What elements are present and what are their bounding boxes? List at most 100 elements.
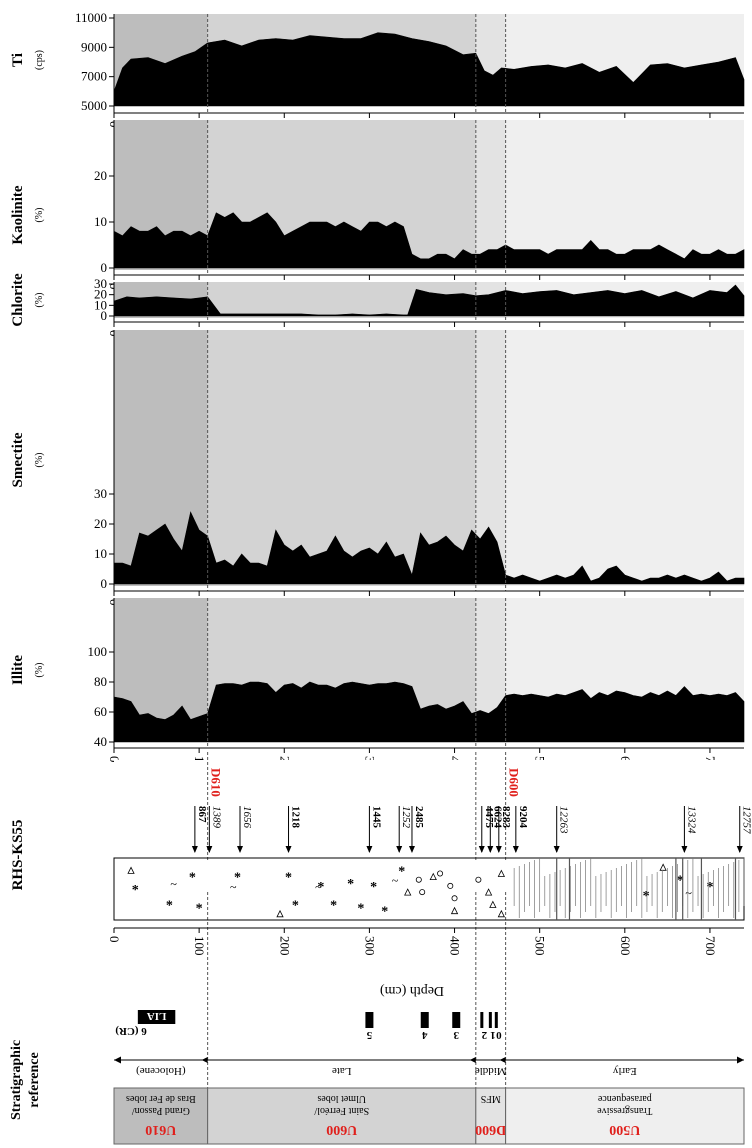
period-label: Early xyxy=(612,1065,636,1077)
core-wave-symbol: ~ xyxy=(230,880,237,894)
core-star-symbol: * xyxy=(398,864,405,879)
y-tick-label: 60 xyxy=(94,704,107,719)
core-star-symbol: * xyxy=(196,902,203,917)
date-arrowhead xyxy=(191,846,198,853)
period-label: Middle xyxy=(475,1065,507,1077)
panels-layer: 500070009000110000100200300400500600700T… xyxy=(10,10,745,776)
core-star-symbol: * xyxy=(189,871,196,886)
core-triangle-symbol xyxy=(404,888,412,896)
depth-tick-label: 700 xyxy=(703,936,718,956)
date-arrowhead xyxy=(408,846,415,853)
panel-label: Ti xyxy=(10,53,26,67)
core-triangle-symbol xyxy=(659,863,667,871)
y-tick-label: 80 xyxy=(94,674,107,689)
unit-box xyxy=(113,1087,209,1145)
date-arrowhead xyxy=(396,846,403,853)
unit-box xyxy=(475,1087,507,1145)
unit-name: U500 xyxy=(609,1122,640,1137)
depth-tick-label: 100 xyxy=(192,936,207,956)
event-bar xyxy=(365,1012,374,1028)
core-fill xyxy=(114,860,744,892)
depth-tick-label: 400 xyxy=(448,936,463,956)
y-tick-label: 10 xyxy=(94,214,107,229)
panel-unit: (%) xyxy=(34,663,45,678)
core-star-symbol: * xyxy=(166,899,173,914)
core-triangle-symbol xyxy=(484,888,493,896)
strat-label-line2: reference xyxy=(27,1052,42,1107)
y-tick-label: 10 xyxy=(94,297,107,312)
series-area xyxy=(113,32,745,107)
unit-desc-line1: Bras de Fer lobes xyxy=(126,1093,196,1104)
core-star-symbol: * xyxy=(292,899,299,914)
date-arrowhead xyxy=(366,846,373,853)
unit-name: U610 xyxy=(145,1122,176,1137)
unit-name: U600 xyxy=(326,1122,357,1137)
panel-unit: (cps) xyxy=(34,50,45,70)
date-arrowhead xyxy=(736,846,743,853)
panel-kaolinite: 010200100200300400500600700Kaolinite(%) xyxy=(10,120,745,303)
event-bar xyxy=(452,1012,461,1028)
event-number: 1 xyxy=(490,1029,496,1041)
core-triangle-symbol xyxy=(489,900,497,908)
period-label: Late xyxy=(332,1065,352,1077)
date-label: 1218 xyxy=(290,806,302,829)
core-wave-symbol: ~ xyxy=(170,877,177,891)
period-divider xyxy=(499,1057,506,1063)
core-circle-symbol xyxy=(451,895,458,902)
panel-unit: (%) xyxy=(34,293,45,308)
core-star-symbol: * xyxy=(381,905,388,920)
event-bar xyxy=(494,1012,498,1028)
core-star-symbol: * xyxy=(706,880,713,895)
core-triangle-symbol xyxy=(497,909,506,918)
date-label: 6624 xyxy=(491,806,503,829)
y-tick-label: 0 xyxy=(101,308,108,323)
date-arrowhead xyxy=(512,846,519,853)
series-area xyxy=(113,212,745,269)
core-circle-symbol xyxy=(415,876,422,883)
shade-band xyxy=(475,120,506,270)
core-circle-symbol xyxy=(437,870,444,877)
unit-name: D600 xyxy=(475,1122,506,1137)
cr-label: 6 (CR) xyxy=(115,1025,147,1037)
date-label: 2485 xyxy=(413,806,425,829)
unit-box xyxy=(505,1087,745,1145)
lia-bar xyxy=(137,1010,176,1024)
panel-unit: (%) xyxy=(34,208,45,223)
period-arrowhead xyxy=(737,1056,744,1064)
core-wave-symbol: ~ xyxy=(315,880,322,894)
event-bar xyxy=(420,1012,429,1028)
date-arrowhead xyxy=(553,846,560,853)
date-label: 1389 xyxy=(210,806,222,829)
core-star-symbol: * xyxy=(132,883,139,898)
depth-tick-label: 200 xyxy=(277,936,292,956)
panel-label: Smectite xyxy=(10,432,26,487)
y-tick-label: 20 xyxy=(94,516,107,531)
y-tick-label: 7000 xyxy=(81,69,107,84)
y-tick-label: 9000 xyxy=(81,39,107,54)
shade-band xyxy=(207,330,476,586)
core-triangle-symbol xyxy=(127,866,135,874)
core-star-symbol: * xyxy=(347,877,354,892)
panel-label: Illite xyxy=(10,655,26,685)
date-label: 4475 xyxy=(483,806,495,829)
strat-label-line1: Stratigraphic xyxy=(9,1040,24,1120)
depth-axis-title: Depth (cm) xyxy=(380,983,444,998)
panel-smectite: 01020300100200300400500600700Smectite(%) xyxy=(10,330,745,619)
date-label: 13324 xyxy=(685,806,697,834)
y-tick-label: 10 xyxy=(94,546,107,561)
y-tick-label: 40 xyxy=(94,734,107,749)
core-star-symbol: * xyxy=(677,874,684,889)
event-number: 2 xyxy=(481,1029,487,1041)
y-tick-label: 0 xyxy=(101,260,108,275)
unit-box xyxy=(207,1087,477,1145)
event-bar xyxy=(480,1012,484,1028)
depth-tick-label: 500 xyxy=(533,936,548,956)
event-number: 5 xyxy=(366,1029,372,1041)
unit-desc-line1: MFS xyxy=(481,1093,501,1104)
date-arrowhead xyxy=(495,846,502,853)
date-label: 12263 xyxy=(558,806,570,834)
